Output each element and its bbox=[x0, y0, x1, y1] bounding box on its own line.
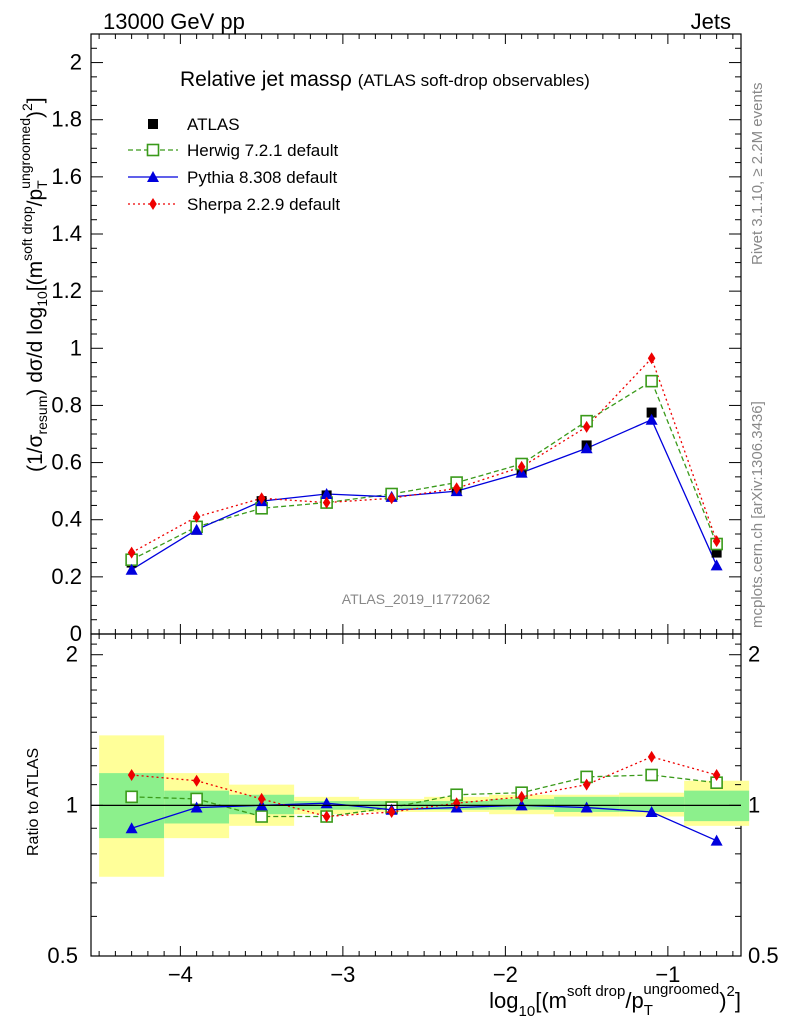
ratio-y-tick-label: 1 bbox=[66, 792, 78, 817]
herwig-point bbox=[645, 374, 658, 388]
pythia-point bbox=[710, 559, 723, 571]
rivet-label: Rivet 3.1.10, ≥ 2.2M events bbox=[749, 83, 766, 266]
y-tick-label: 0.6 bbox=[51, 450, 82, 475]
band-inner bbox=[619, 796, 685, 812]
sherpa-ratio-point bbox=[517, 790, 526, 803]
plot-title: Relative jet massρ (ATLAS soft-drop obse… bbox=[180, 68, 590, 91]
sherpa-ratio-point bbox=[582, 778, 591, 791]
sherpa-ratio-point bbox=[127, 768, 136, 781]
atlas-point bbox=[646, 407, 657, 418]
sherpa-ratio-point bbox=[387, 805, 396, 818]
legend-marker-herwig bbox=[146, 143, 160, 157]
sherpa-ratio-point bbox=[257, 792, 266, 805]
atlas-point bbox=[711, 547, 722, 558]
ratio-y-tick-label: 0.5 bbox=[47, 943, 78, 968]
axis-ticks: −4 −3 −2 −1 0 0.2 0.4 0.6 0.8 1 1.2 1.4 1.6 1.8 2 0.5 0.… bbox=[47, 34, 779, 987]
sherpa-ratio-point bbox=[647, 750, 656, 763]
legend-label-pythia: Pythia 8.308 default bbox=[187, 168, 338, 187]
sherpa-point bbox=[452, 482, 461, 495]
pythia-ratio-point bbox=[710, 834, 723, 846]
y-tick-label: 0.2 bbox=[51, 564, 82, 589]
x-tick-label: −2 bbox=[493, 962, 518, 987]
herwig-ratio-point bbox=[125, 790, 138, 804]
sherpa-ratio-point bbox=[322, 810, 331, 823]
pythia-point bbox=[190, 523, 203, 535]
y-tick-label: 0 bbox=[70, 621, 82, 646]
sherpa-point bbox=[517, 460, 526, 473]
plot-title-main: Relative jet mass bbox=[180, 68, 340, 91]
main-y-label: (1/σresum) dσ/d log10[(msoft drop/pTungr… bbox=[17, 97, 50, 472]
legend-label-sherpa: Sherpa 2.2.9 default bbox=[187, 195, 340, 214]
y-tick-label: 1.6 bbox=[51, 164, 82, 189]
legend-marker-atlas bbox=[148, 119, 158, 129]
sherpa-point bbox=[712, 535, 721, 548]
ratio-y-tick-label-right: 2 bbox=[748, 642, 760, 667]
ratio-y-tick-label-right: 0.5 bbox=[748, 943, 779, 968]
sherpa-ratio-point bbox=[452, 797, 461, 810]
sherpa-point bbox=[582, 420, 591, 433]
x-tick-label: −3 bbox=[330, 962, 355, 987]
legend-label-herwig: Herwig 7.2.1 default bbox=[187, 141, 338, 160]
header-jets: Jets bbox=[691, 9, 731, 34]
herwig-line bbox=[131, 380, 718, 561]
sherpa-point bbox=[127, 546, 136, 559]
mcplots-label: mcplots.cern.ch [arXiv:1306.3436] bbox=[749, 401, 766, 628]
y-tick-label: 1.8 bbox=[51, 107, 82, 132]
x-tick-label: −4 bbox=[168, 962, 193, 987]
y-tick-label: 1 bbox=[70, 335, 82, 360]
x-tick-label: −1 bbox=[655, 962, 680, 987]
legend-marker-sherpa bbox=[149, 198, 157, 210]
pythia-point bbox=[645, 413, 658, 425]
ratio-y-tick-label-right: 1 bbox=[748, 792, 760, 817]
sherpa-point bbox=[387, 492, 396, 505]
pythia-ratio-point bbox=[125, 822, 138, 834]
plot-title-rho: ρ bbox=[340, 68, 352, 91]
y-tick-label: 0.4 bbox=[51, 507, 82, 532]
y-tick-label: 2 bbox=[70, 50, 82, 75]
y-tick-label: 1.2 bbox=[51, 278, 82, 303]
ratio-series bbox=[125, 750, 723, 846]
sherpa-point bbox=[647, 352, 656, 365]
sherpa-point bbox=[192, 510, 201, 523]
pythia-ratio-line bbox=[131, 802, 717, 842]
herwig-ratio-line bbox=[131, 774, 717, 818]
sherpa-ratio-point bbox=[192, 774, 201, 787]
herwig-ratio-point bbox=[645, 768, 658, 782]
pythia-point bbox=[125, 563, 138, 575]
ratio-y-label: Ratio to ATLAS bbox=[25, 748, 42, 856]
sherpa-point bbox=[257, 492, 266, 505]
pythia-point bbox=[580, 442, 593, 454]
pythia-point bbox=[320, 488, 333, 499]
y-tick-label: 1.4 bbox=[51, 221, 82, 246]
herwig-ratio-point bbox=[255, 810, 268, 823]
header-energy: 13000 GeV pp bbox=[103, 9, 245, 34]
analysis-watermark: ATLAS_2019_I1772062 bbox=[342, 591, 491, 607]
plot-title-sub: (ATLAS soft-drop observables) bbox=[358, 71, 590, 90]
sherpa-ratio-point bbox=[712, 768, 721, 781]
main-series bbox=[125, 352, 723, 575]
legend-marker-pythia bbox=[147, 171, 159, 182]
legend-label-atlas: ATLAS bbox=[187, 115, 240, 134]
y-tick-label: 0.8 bbox=[51, 392, 82, 417]
x-axis-label: log10[(msoft drop/pTungroomed)2] bbox=[489, 981, 741, 1020]
sherpa-point bbox=[322, 496, 331, 509]
pythia-ratio-point bbox=[645, 805, 658, 817]
legend: ATLAS Herwig 7.2.1 default Pythia 8.308 de… bbox=[128, 115, 340, 214]
pythia-ratio-point bbox=[190, 801, 203, 813]
pythia-line bbox=[131, 418, 718, 571]
sherpa-line bbox=[131, 357, 718, 554]
pythia-ratio-point bbox=[580, 801, 593, 813]
ratio-y-tick-label: 2 bbox=[66, 642, 78, 667]
